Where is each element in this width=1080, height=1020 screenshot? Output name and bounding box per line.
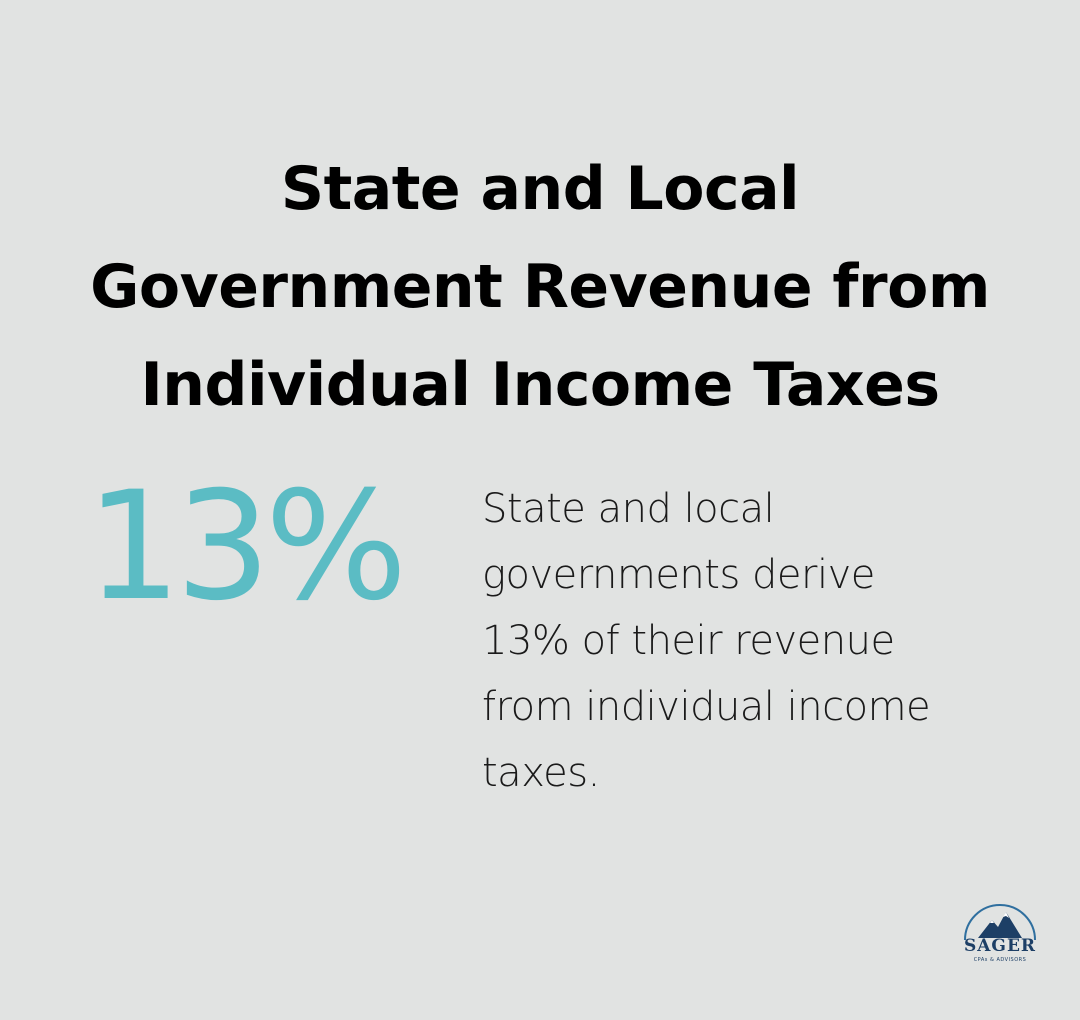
description-line-5: taxes.	[482, 750, 600, 796]
description-line-1: State and local	[482, 486, 775, 532]
logo-wordmark: SAGER	[963, 936, 1037, 956]
logo-tagline: CPAs & ADVISORS	[973, 957, 1027, 963]
stat-description: State and local governments derive 13% o…	[482, 476, 1042, 806]
sager-logo: SAGER CPAs & ADVISORS	[948, 898, 1052, 984]
description-line-2: governments derive	[482, 552, 875, 598]
description-line-4: from individual income	[482, 684, 931, 730]
mountain-icon	[964, 904, 1036, 941]
description-line-3: 13% of their revenue	[482, 618, 895, 664]
title-line-1: State and Local	[280, 154, 800, 225]
stat-value: 13%	[86, 460, 407, 634]
page-title: State and Local Government Revenue from …	[30, 140, 1050, 434]
title-line-3: Individual Income Taxes	[140, 350, 940, 421]
title-line-2: Government Revenue from	[90, 252, 990, 323]
